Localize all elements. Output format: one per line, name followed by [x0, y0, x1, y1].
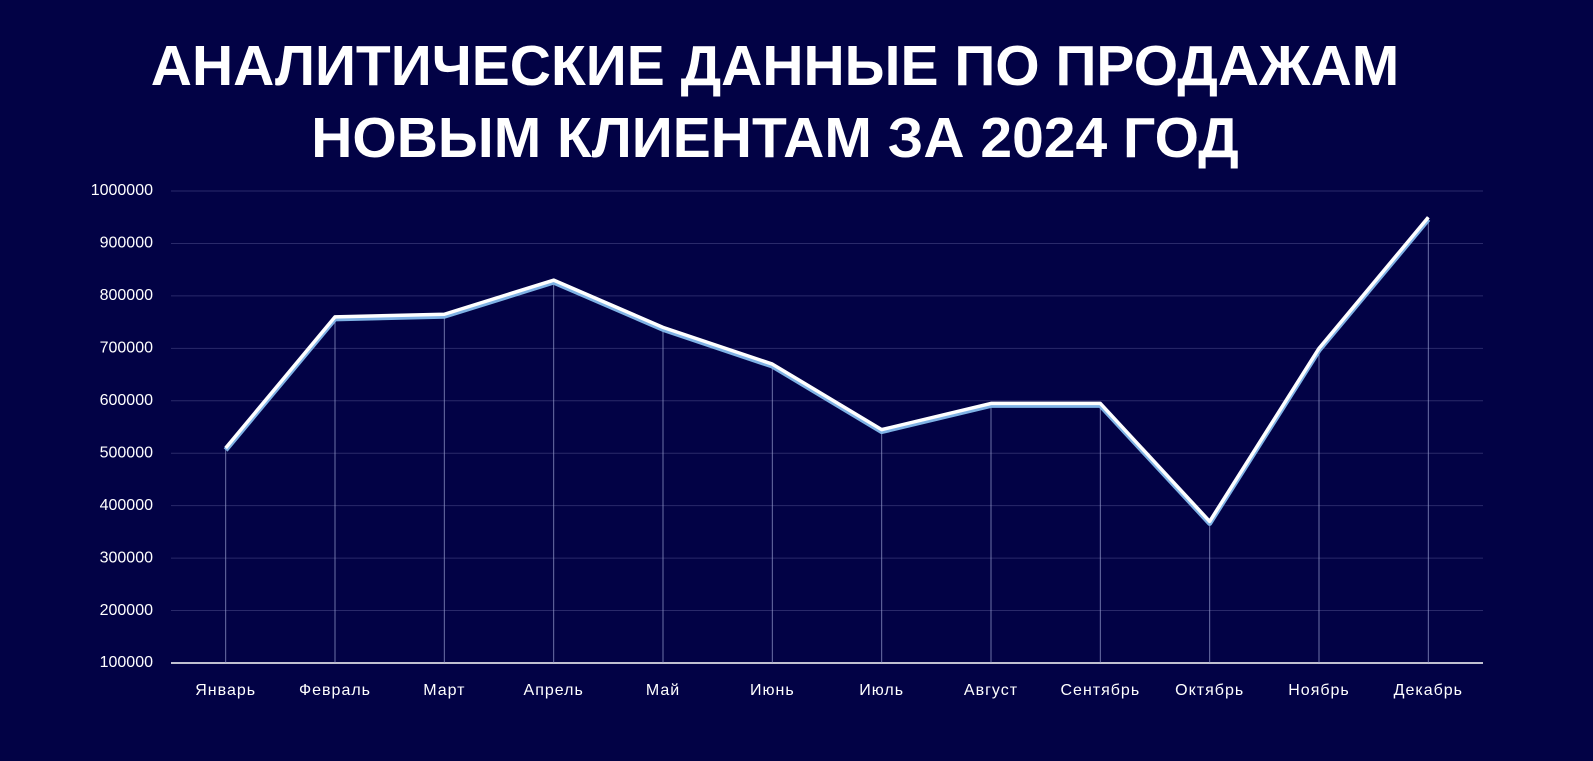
x-tick-label: Сентябрь	[1060, 682, 1140, 699]
x-tick-label: Февраль	[299, 682, 371, 699]
x-tick-label: Июль	[859, 682, 904, 699]
x-tick-label: Август	[964, 682, 1018, 699]
y-tick-label: 700000	[100, 340, 153, 357]
y-tick-label: 800000	[100, 287, 153, 304]
x-tick-label: Декабрь	[1394, 682, 1463, 699]
y-tick-label: 500000	[100, 444, 153, 461]
y-tick-label: 100000	[100, 654, 153, 671]
x-tick-label: Ноябрь	[1288, 682, 1350, 699]
line-shadow	[223, 217, 1431, 526]
x-tick-label: Октябрь	[1175, 682, 1244, 699]
x-tick-label: Март	[423, 682, 465, 699]
chart-title: АНАЛИТИЧЕСКИЕ ДАННЫЕ ПО ПРОДАЖАМ НОВЫМ К…	[150, 34, 1400, 170]
x-tick-label: Апрель	[524, 682, 584, 699]
y-tick-label: 400000	[100, 497, 153, 514]
y-tick-label: 900000	[100, 235, 153, 252]
x-tick-label: Июнь	[750, 682, 795, 699]
y-tick-label: 200000	[100, 602, 153, 619]
y-tick-label: 300000	[100, 549, 153, 566]
line	[224, 216, 1430, 524]
y-tick-label: 600000	[100, 392, 153, 409]
y-tick-label: 1000000	[91, 182, 153, 199]
x-tick-label: Май	[646, 682, 680, 699]
x-tick-label: Январь	[195, 682, 256, 699]
